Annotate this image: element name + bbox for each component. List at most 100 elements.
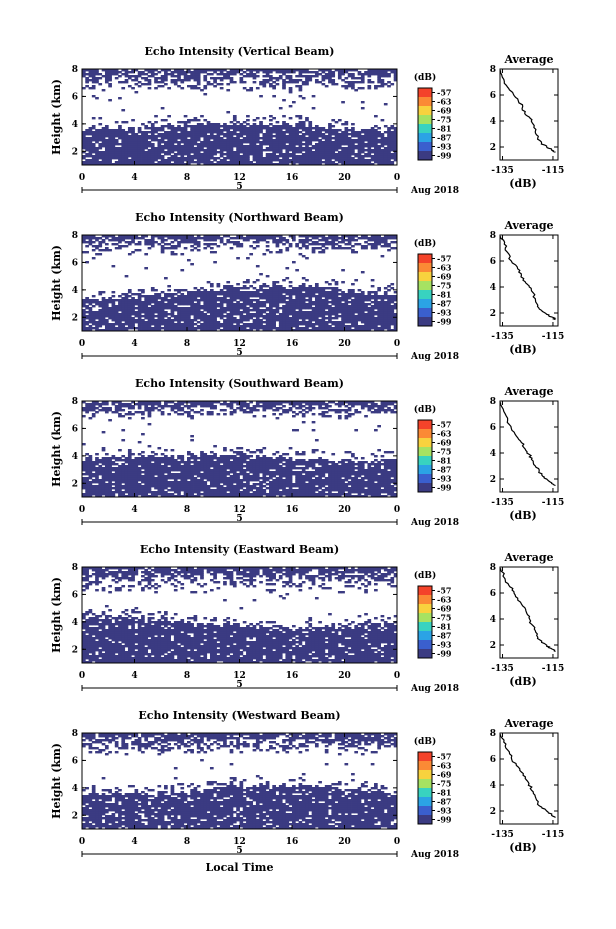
heatmap-cell [85, 479, 89, 482]
heatmap-cell [108, 465, 112, 468]
heatmap-cell [160, 239, 165, 242]
heatmap-cell [137, 241, 142, 244]
heatmap-cell [114, 237, 119, 240]
heatmap-cell [121, 239, 126, 242]
heatmap-cell [367, 243, 372, 246]
heatmap-cell [351, 83, 355, 86]
heatmap-cell [354, 131, 359, 134]
heatmap-cell [213, 127, 217, 130]
heatmap-cell [374, 243, 378, 246]
heatmap-cell [318, 251, 322, 254]
heatmap-cell [91, 81, 96, 84]
heatmap-cell [164, 297, 168, 300]
heatmap-cell [203, 297, 208, 300]
heatmap-cell [157, 307, 162, 310]
heatmap-cell [269, 149, 273, 152]
heatmap-cell [314, 71, 319, 74]
heatmap-cell [154, 329, 158, 332]
heatmap-cell [272, 311, 276, 314]
heatmap-cell [85, 463, 89, 466]
heatmap-cell [288, 71, 293, 74]
heatmap-cell [380, 145, 385, 148]
heatmap-cell [137, 319, 142, 322]
heatmap-cell [357, 309, 362, 312]
heatmap-cell [111, 457, 116, 460]
heatmap-cell [278, 237, 283, 240]
heatmap-cell [387, 81, 391, 84]
heatmap-cell [357, 303, 362, 306]
heatmap-cell [127, 493, 132, 496]
heatmap-cell [242, 295, 247, 298]
heatmap-cell [137, 489, 142, 492]
heatmap-cell [144, 303, 149, 306]
heatmap-cell [206, 69, 211, 72]
heatmap-cell [101, 491, 106, 494]
heatmap-cell [200, 135, 204, 138]
heatmap-cell [292, 163, 296, 166]
heatmap-cell [177, 321, 181, 324]
heatmap-cell [131, 75, 135, 78]
heatmap-cell [259, 319, 263, 322]
heatmap-cell [104, 329, 109, 332]
heatmap-cell [183, 321, 188, 324]
heatmap-cell [364, 329, 368, 332]
heatmap-cell [229, 149, 234, 152]
heatmap-cell [236, 71, 240, 74]
heatmap-cell [114, 243, 119, 246]
heatmap-cell [101, 321, 106, 324]
heatmap-cell [108, 477, 112, 480]
heatmap-cell [295, 321, 299, 324]
heatmap-cell [272, 95, 276, 98]
heatmap-cell [157, 325, 162, 328]
heatmap-cell [91, 71, 96, 74]
heatmap-cell [141, 325, 145, 328]
heatmap-cell [213, 299, 217, 302]
heatmap-cell [157, 77, 162, 80]
heatmap-cell [177, 145, 181, 148]
heatmap-cell [127, 155, 132, 158]
heatmap-cell [360, 163, 365, 166]
heatmap-cell [314, 319, 319, 322]
heatmap-cell [301, 147, 306, 150]
heatmap-cell [147, 309, 152, 312]
heatmap-cell [328, 321, 332, 324]
heatmap-cell [177, 299, 181, 302]
heatmap-cell [275, 285, 280, 288]
heatmap-cell [85, 465, 89, 468]
heatmap-cell [131, 141, 135, 144]
heatmap-cell [203, 145, 208, 148]
heatmap-cell [239, 129, 244, 132]
heatmap-cell [301, 149, 306, 152]
heatmap-cell [118, 149, 122, 152]
heatmap-cell [213, 321, 217, 324]
heatmap-cell [252, 143, 257, 146]
heatmap-cell [387, 153, 391, 156]
heatmap-cell [239, 303, 244, 306]
heatmap-cell [246, 317, 250, 320]
heatmap-cell [203, 239, 208, 242]
heatmap-cell [98, 133, 103, 136]
heatmap-cell [377, 307, 381, 310]
heatmap-cell [203, 141, 208, 144]
heatmap-cell [249, 235, 254, 238]
heatmap-cell [351, 77, 355, 80]
heatmap-cell [95, 299, 99, 302]
heatmap-cell [298, 309, 303, 312]
heatmap-cell [351, 139, 355, 142]
heatmap-cell [387, 321, 391, 324]
heatmap-cell [341, 73, 345, 76]
heatmap-cell [298, 159, 303, 162]
heatmap-cell [147, 247, 152, 250]
heatmap-cell [134, 311, 139, 314]
heatmap-cell [121, 143, 126, 146]
heatmap-cell [252, 323, 257, 326]
heatmap-cell [282, 73, 286, 76]
heatmap-cell [341, 143, 345, 146]
colorbar-swatch [418, 106, 432, 116]
heatmap-cell [377, 235, 381, 238]
heatmap-cell [190, 157, 194, 160]
heatmap-cell [262, 239, 267, 242]
heatmap-cell [282, 295, 286, 298]
heatmap-cell [190, 239, 194, 242]
heatmap-cell [360, 79, 365, 82]
